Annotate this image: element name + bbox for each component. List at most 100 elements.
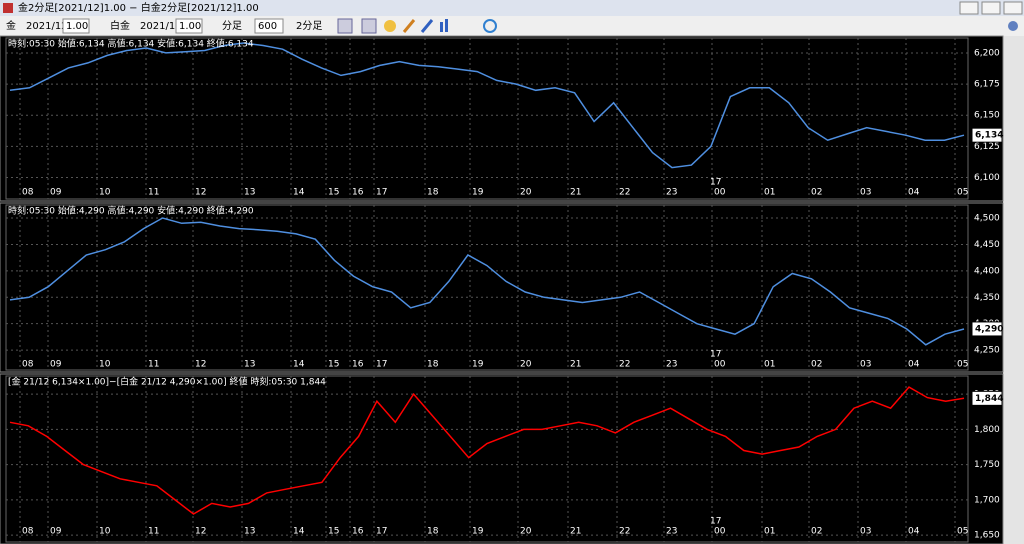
- time-label: 17: [376, 360, 387, 370]
- count-value: 600: [258, 21, 277, 32]
- time-label: 18: [427, 527, 439, 537]
- settings-button[interactable]: [1008, 21, 1018, 31]
- time-label: 22: [619, 360, 630, 370]
- tool-button[interactable]: [402, 19, 416, 33]
- month-field[interactable]: 2021/12: [140, 21, 182, 32]
- time-label: 19: [472, 188, 484, 198]
- date-marker: 17: [710, 517, 721, 527]
- time-label: 09: [50, 360, 62, 370]
- y-tick-label: 1,750: [974, 460, 1000, 470]
- y-tick-label: 4,400: [974, 266, 1000, 276]
- time-label: 21: [570, 527, 581, 537]
- minimize-button[interactable]: [959, 1, 979, 15]
- unit-dropdown[interactable]: 分足: [222, 20, 242, 32]
- current-value-box: [971, 390, 1003, 406]
- time-label: 22: [619, 527, 630, 537]
- time-label: 00: [714, 360, 726, 370]
- time-label: 16: [352, 360, 364, 370]
- time-label: 23: [666, 360, 677, 370]
- time-label: 08: [22, 527, 34, 537]
- tool-button[interactable]: [445, 19, 448, 32]
- time-label: 21: [570, 360, 581, 370]
- time-label: 00: [714, 527, 726, 537]
- count-input[interactable]: [254, 18, 284, 34]
- y-tick-label: 6,175: [974, 80, 1000, 90]
- time-label: 03: [860, 188, 871, 198]
- time-label: 14: [293, 527, 305, 537]
- time-label: 10: [99, 527, 111, 537]
- y-tick-label: 1,800: [974, 425, 1000, 435]
- y-tick-label: 1,700: [974, 495, 1000, 505]
- ratio-input[interactable]: [175, 18, 203, 34]
- app-icon: [3, 3, 13, 13]
- panel-header: 時刻:05:30 始値:6,134 高値:6,134 安値:6,134 終値:6…: [8, 38, 254, 50]
- time-label: 23: [666, 188, 677, 198]
- current-value-box: [971, 321, 1003, 337]
- time-label: 01: [764, 527, 775, 537]
- panel-header: [金 21/12 6,134×1.00]−[白金 21/12 4,290×1.0…: [8, 376, 326, 388]
- date-marker: 17: [710, 350, 721, 360]
- time-label: 04: [908, 360, 920, 370]
- close-button[interactable]: [1003, 1, 1023, 15]
- time-label: 20: [520, 188, 532, 198]
- tool-button[interactable]: [361, 18, 377, 34]
- time-label: 05: [957, 360, 968, 370]
- time-label: 05: [957, 527, 968, 537]
- plot-area: [5, 37, 969, 200]
- interval-dropdown[interactable]: 2分足: [296, 20, 322, 32]
- time-label: 15: [328, 360, 339, 370]
- tool-button[interactable]: [337, 18, 353, 34]
- time-label: 09: [50, 188, 62, 198]
- current-value-box: [971, 127, 1003, 143]
- window-title: 金2分足[2021/12]1.00 − 白金2分足[2021/12]1.00: [18, 1, 259, 14]
- time-label: 02: [811, 527, 822, 537]
- time-label: 17: [376, 188, 387, 198]
- price-line: [9, 386, 965, 515]
- time-label: 11: [148, 527, 159, 537]
- time-label: 15: [328, 188, 339, 198]
- time-label: 02: [811, 188, 822, 198]
- panel-background: [0, 35, 1004, 202]
- time-label: 23: [666, 527, 677, 537]
- time-label: 12: [195, 527, 206, 537]
- time-label: 21: [570, 188, 581, 198]
- time-label: 19: [472, 527, 484, 537]
- time-label: 08: [22, 188, 34, 198]
- time-label: 18: [427, 188, 439, 198]
- maximize-button[interactable]: [981, 1, 1001, 15]
- panel-background: [0, 202, 1004, 373]
- panel-header: 時刻:05:30 始値:4,290 高値:4,290 安値:4,290 終値:4…: [8, 205, 254, 217]
- current-value: 6,134: [975, 131, 1003, 141]
- item-label: 金: [6, 19, 16, 32]
- time-label: 09: [50, 527, 62, 537]
- month-field[interactable]: 2021/12: [26, 21, 68, 32]
- side-strip: [1003, 36, 1024, 544]
- time-label: 16: [352, 527, 364, 537]
- date-marker: 17: [710, 178, 721, 188]
- time-label: 17: [376, 527, 387, 537]
- y-tick-label: 4,500: [974, 214, 1000, 224]
- y-tick-label: 1,650: [974, 531, 1000, 541]
- time-label: 14: [293, 360, 305, 370]
- time-label: 10: [99, 360, 111, 370]
- time-label: 02: [811, 360, 822, 370]
- ratio-input[interactable]: [62, 18, 90, 34]
- time-label: 22: [619, 188, 630, 198]
- price-line: [9, 217, 965, 346]
- time-label: 12: [195, 188, 206, 198]
- current-value: 4,290: [975, 324, 1003, 334]
- time-label: 11: [148, 188, 159, 198]
- time-label: 11: [148, 360, 159, 370]
- time-label: 03: [860, 360, 871, 370]
- panel-background: [0, 373, 1004, 544]
- y-tick-label: 6,200: [974, 48, 1000, 58]
- tool-button[interactable]: [384, 20, 396, 32]
- refresh-button[interactable]: [483, 19, 497, 33]
- y-tick-label: 4,250: [974, 346, 1000, 356]
- time-label: 13: [244, 527, 255, 537]
- tool-button[interactable]: [420, 19, 434, 33]
- time-label: 14: [293, 188, 305, 198]
- tool-button[interactable]: [440, 22, 443, 32]
- time-label: 13: [244, 360, 255, 370]
